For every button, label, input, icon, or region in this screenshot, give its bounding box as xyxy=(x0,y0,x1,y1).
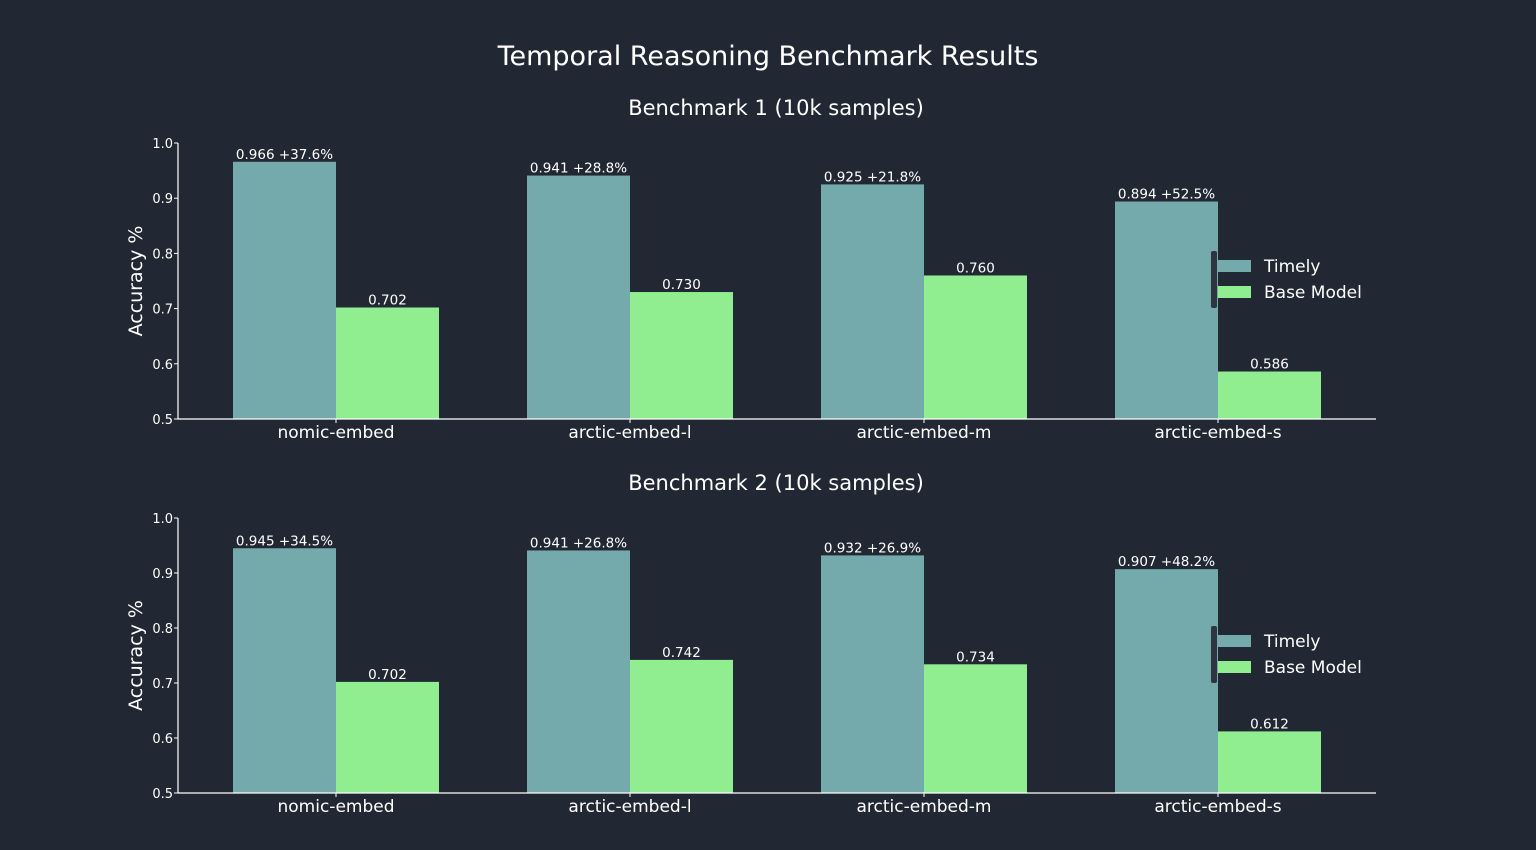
y-tick-label: 0.7 xyxy=(152,677,173,692)
bar-value-label: 0.760 xyxy=(956,260,995,276)
bar-timely-arctic-embed-l xyxy=(527,550,630,793)
y-tick-label: 0.6 xyxy=(152,358,173,373)
bar-timely-arctic-embed-l xyxy=(527,175,630,419)
bar-timely-arctic-embed-m xyxy=(821,184,924,419)
bar-value-label: 0.742 xyxy=(662,645,701,661)
x-tick-label: nomic-embed xyxy=(278,797,395,817)
y-tick-label: 0.7 xyxy=(152,303,173,318)
bar-value-label: 0.925 +21.8% xyxy=(824,169,921,185)
x-tick-label: arctic-embed-l xyxy=(568,797,691,817)
bar-timely-nomic-embed xyxy=(233,548,336,793)
legend-label: Base Model xyxy=(1264,283,1362,303)
bar-base-arctic-embed-m xyxy=(924,275,1027,419)
legend-swatch-base xyxy=(1218,286,1251,298)
bar-value-label: 0.966 +37.6% xyxy=(236,147,333,163)
chart-panel-2: Benchmark 2 (10k samples) Accuracy % 0.5 0.… xyxy=(125,471,1376,817)
y-tick-label: 0.5 xyxy=(152,413,173,428)
x-tick-label: nomic-embed xyxy=(278,423,395,443)
chart-panel-1: Benchmark 1 (10k samples) Accuracy % 0.5 0.… xyxy=(125,96,1376,443)
y-tick-label: 0.5 xyxy=(152,787,173,802)
bar-value-label: 0.941 +26.8% xyxy=(530,535,627,551)
bar-base-arctic-embed-l xyxy=(630,659,733,793)
y-tick-label: 1.0 xyxy=(152,137,173,152)
legend-frame xyxy=(1211,626,1217,683)
bar-timely-arctic-embed-s xyxy=(1115,201,1218,419)
legend-swatch-timely xyxy=(1218,635,1251,647)
y-tick-label: 0.9 xyxy=(152,567,173,582)
x-tick-label: arctic-embed-s xyxy=(1154,423,1281,443)
x-tick-label: arctic-embed-m xyxy=(856,797,991,817)
bar-value-label: 0.730 xyxy=(662,277,701,293)
bar-base-nomic-embed xyxy=(336,307,439,419)
bar-value-label: 0.586 xyxy=(1250,357,1289,373)
legend-label: Timely xyxy=(1263,632,1320,652)
legend-swatch-timely xyxy=(1218,260,1251,272)
x-tick-label: arctic-embed-l xyxy=(568,423,691,443)
bar-base-nomic-embed xyxy=(336,681,439,793)
x-tick-label: arctic-embed-s xyxy=(1154,797,1281,817)
bar-value-label: 0.907 +48.2% xyxy=(1118,554,1215,570)
bar-value-label: 0.702 xyxy=(368,667,407,683)
bar-value-label: 0.702 xyxy=(368,292,407,308)
legend: Timely Base Model xyxy=(1211,626,1362,683)
y-tick-label: 0.8 xyxy=(152,622,173,637)
bar-timely-arctic-embed-m xyxy=(821,555,924,793)
y-axis-label: Accuracy % xyxy=(125,226,147,337)
y-tick-label: 0.9 xyxy=(152,192,173,207)
bar-value-label: 0.932 +26.9% xyxy=(824,540,921,556)
figure-title: Temporal Reasoning Benchmark Results xyxy=(497,41,1039,72)
bar-base-arctic-embed-m xyxy=(924,664,1027,793)
bar-base-arctic-embed-s xyxy=(1218,371,1321,419)
bar-timely-nomic-embed xyxy=(233,161,336,419)
bar-value-label: 0.894 +52.5% xyxy=(1118,187,1215,203)
legend-swatch-base xyxy=(1218,661,1251,673)
y-tick-label: 1.0 xyxy=(152,512,173,527)
y-tick-label: 0.8 xyxy=(152,247,173,262)
bar-base-arctic-embed-s xyxy=(1218,731,1321,793)
panel-title: Benchmark 1 (10k samples) xyxy=(628,96,924,120)
panel-title: Benchmark 2 (10k samples) xyxy=(628,471,924,495)
x-tick-label: arctic-embed-m xyxy=(856,423,991,443)
bar-base-arctic-embed-l xyxy=(630,292,733,419)
bar-value-label: 0.612 xyxy=(1250,716,1289,732)
y-tick-label: 0.6 xyxy=(152,732,173,747)
legend-frame xyxy=(1211,251,1217,308)
legend-label: Timely xyxy=(1263,257,1320,277)
legend: Timely Base Model xyxy=(1211,251,1362,308)
bar-timely-arctic-embed-s xyxy=(1115,569,1218,793)
bar-value-label: 0.941 +28.8% xyxy=(530,161,627,177)
bar-value-label: 0.945 +34.5% xyxy=(236,533,333,549)
legend-label: Base Model xyxy=(1264,658,1362,678)
bar-value-label: 0.734 xyxy=(956,649,995,665)
y-axis-label: Accuracy % xyxy=(125,600,147,711)
